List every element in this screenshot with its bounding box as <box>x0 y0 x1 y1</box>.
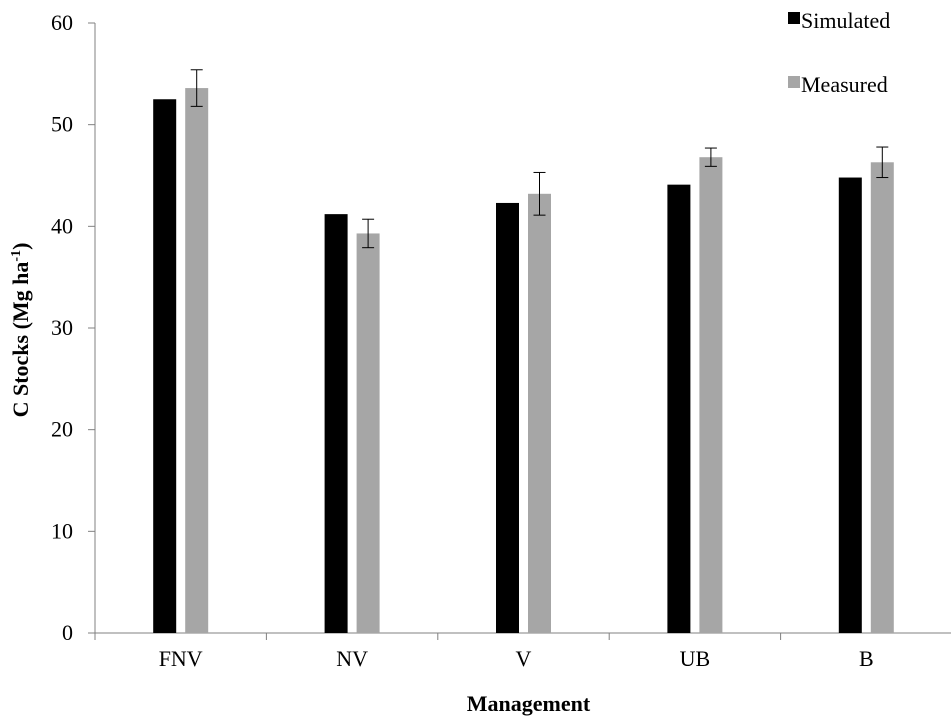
legend-swatch-measured <box>788 76 800 88</box>
y-axis-title-main: C Stocks (Mg ha <box>8 262 33 418</box>
y-axis-title-superscript: -1 <box>9 250 24 262</box>
y-tick-label: 50 <box>51 112 73 137</box>
y-ticks: 0 10 20 30 40 50 60 <box>51 10 95 645</box>
x-tick-label: FNV <box>159 646 203 671</box>
x-tick-label: NV <box>336 646 368 671</box>
x-tick-label: UB <box>680 646 711 671</box>
bar-simulated <box>496 202 519 633</box>
legend: Simulated Measured <box>788 8 890 97</box>
bar-measured <box>699 157 723 633</box>
x-axis-title: Management <box>467 691 591 716</box>
y-tick-label: 30 <box>51 315 73 340</box>
y-tick-label: 20 <box>51 417 73 442</box>
x-tick-label: B <box>859 646 874 671</box>
bar-measured <box>356 233 380 633</box>
legend-swatch-simulated <box>788 12 800 24</box>
bar-measured <box>185 88 209 634</box>
y-axis-title: C Stocks (Mg ha-1) <box>8 243 33 418</box>
bar-simulated <box>324 214 348 633</box>
y-tick-label: 10 <box>51 518 73 543</box>
legend-label-measured: Measured <box>801 72 888 97</box>
x-ticks: FNV NV V UB B <box>94 633 874 671</box>
y-axis-title-suffix: ) <box>8 243 33 250</box>
bar-measured <box>870 162 894 634</box>
y-tick-label: 60 <box>51 10 73 35</box>
y-tick-label: 0 <box>62 620 73 645</box>
bar-simulated <box>838 177 862 634</box>
axes <box>94 23 951 634</box>
error-bars <box>190 69 889 249</box>
bars <box>153 88 894 634</box>
legend-label-simulated: Simulated <box>801 8 890 33</box>
bar-measured <box>528 193 551 634</box>
x-tick-label: V <box>516 646 532 671</box>
bar-simulated <box>153 99 177 633</box>
bar-simulated <box>667 184 691 633</box>
y-tick-label: 40 <box>51 213 73 238</box>
